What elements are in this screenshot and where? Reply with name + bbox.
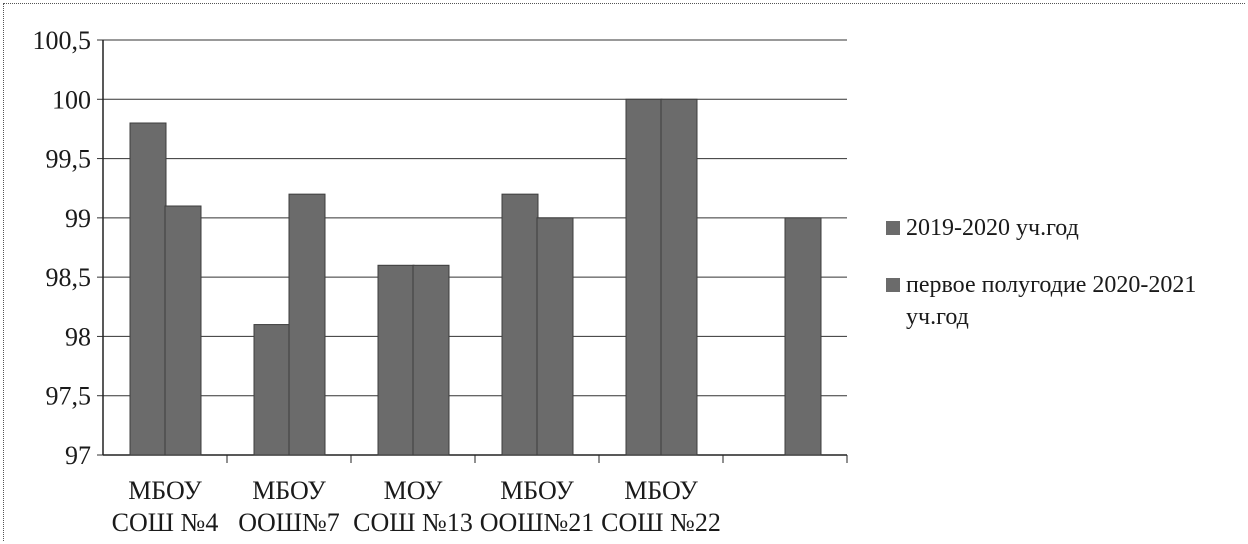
legend-label-series-1: 2019-2020 уч.год bbox=[906, 215, 1079, 241]
bar-series-2 bbox=[412, 264, 450, 456]
y-tick-label: 97 bbox=[65, 441, 91, 470]
legend: 2019-2020 уч.год первое полугодие 2020-2… bbox=[886, 212, 1241, 358]
bar-series-1 bbox=[129, 122, 167, 456]
y-tick-label: 99,5 bbox=[46, 145, 92, 174]
y-tick-label: 98,5 bbox=[46, 263, 92, 292]
x-category-label: СОШ №4 bbox=[112, 508, 219, 537]
bar-series-2 bbox=[536, 217, 574, 456]
legend-swatch-series-2 bbox=[886, 278, 900, 292]
x-category-label: МБОУ bbox=[128, 476, 202, 505]
y-tick-label: 100,5 bbox=[33, 26, 92, 55]
y-tick-label: 100 bbox=[52, 85, 91, 114]
bar-series-2 bbox=[784, 217, 822, 456]
legend-label-series-2: первое полугодие 2020-2021 уч.год bbox=[906, 272, 1197, 330]
legend-item-series-1: 2019-2020 уч.год bbox=[886, 212, 1241, 244]
x-category-label: МБОУ bbox=[500, 476, 574, 505]
x-category-label: МОУ bbox=[384, 476, 443, 505]
x-category-label: СОШ №22 bbox=[601, 508, 721, 537]
x-category-label: ООШ№21 bbox=[480, 508, 595, 537]
x-category-label: ООШ№7 bbox=[238, 508, 340, 537]
y-tick-label: 99 bbox=[65, 204, 91, 233]
y-tick-label: 98 bbox=[65, 322, 91, 351]
legend-swatch-series-1 bbox=[886, 221, 900, 235]
x-category-label: СОШ №13 bbox=[353, 508, 473, 537]
bar-series-1 bbox=[501, 193, 539, 456]
bar-series-2 bbox=[660, 98, 698, 456]
bar-series-2 bbox=[288, 193, 326, 456]
x-category-label: МБОУ bbox=[624, 476, 698, 505]
chart-frame bbox=[3, 3, 1245, 541]
x-category-label: МБОУ bbox=[252, 476, 326, 505]
y-tick-label: 97,5 bbox=[46, 382, 92, 411]
bar-series-1 bbox=[625, 98, 663, 456]
bar-series-1 bbox=[377, 264, 415, 456]
legend-item-series-2: первое полугодие 2020-2021 уч.год bbox=[886, 269, 1241, 333]
bar-series-2 bbox=[164, 205, 202, 456]
bar-series-1 bbox=[253, 324, 291, 456]
